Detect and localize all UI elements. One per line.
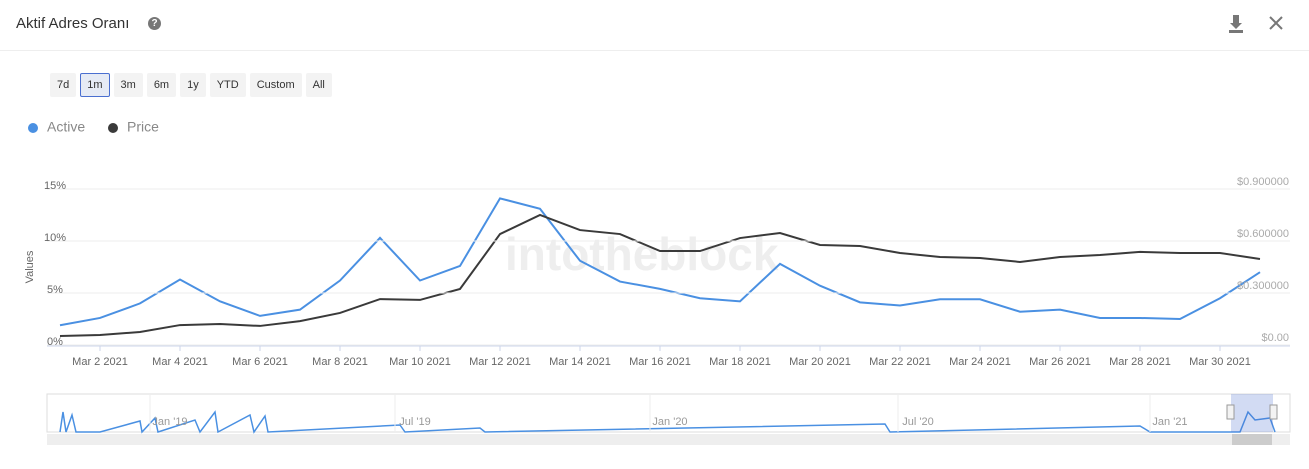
range-button[interactable]: 1m	[80, 73, 110, 97]
range-button[interactable]: 6m	[146, 73, 177, 97]
x-tick-label: Mar 24 2021	[949, 356, 1011, 368]
fullscreen-icon[interactable]	[1269, 16, 1283, 30]
range-button[interactable]: All	[305, 73, 332, 97]
legend-marker	[108, 123, 118, 133]
y2-tick-label: $0.300000	[1237, 280, 1289, 292]
x-tick-label: Mar 26 2021	[1029, 356, 1091, 368]
navigator[interactable]	[46, 393, 1291, 433]
navigator-handle[interactable]	[1269, 404, 1278, 420]
x-tick-label: Mar 10 2021	[389, 356, 451, 368]
navigator-selection[interactable]	[1231, 394, 1273, 432]
x-tick-label: Mar 2 2021	[72, 356, 128, 368]
scrollbar-thumb[interactable]	[1232, 434, 1272, 445]
navigator-label: Jul '19	[399, 416, 430, 428]
range-button[interactable]: Custom	[249, 73, 302, 97]
watermark: intotheblock	[505, 228, 779, 280]
x-tick-label: Mar 30 2021	[1189, 356, 1251, 368]
series-line	[59, 197, 1261, 327]
navigator-label: Jan '19	[152, 416, 187, 428]
navigator-label: Jan '20	[652, 416, 687, 428]
x-tick-label: Mar 22 2021	[869, 356, 931, 368]
y-axis-label: Values	[24, 250, 36, 283]
y-tick-label: 15%	[44, 180, 66, 192]
legend-label: Price	[127, 119, 159, 135]
x-tick-label: Mar 28 2021	[1109, 356, 1171, 368]
scrollbar[interactable]	[47, 434, 1290, 445]
x-tick-label: Mar 8 2021	[312, 356, 368, 368]
x-tick-label: Mar 16 2021	[629, 356, 691, 368]
x-tick-label: Mar 4 2021	[152, 356, 208, 368]
help-icon[interactable]: ?	[148, 17, 161, 30]
y-tick-label: 5%	[47, 284, 63, 296]
range-button[interactable]: YTD	[209, 73, 246, 97]
legend-label: Active	[47, 119, 85, 135]
x-tick-label: Mar 14 2021	[549, 356, 611, 368]
series-line	[59, 213, 1261, 337]
range-button[interactable]: 3m	[113, 73, 143, 97]
y-tick-label: 0%	[47, 336, 63, 348]
divider	[0, 50, 1309, 51]
x-tick-label: Mar 12 2021	[469, 356, 531, 368]
y-tick-label: 10%	[44, 232, 66, 244]
navigator-label: Jul '20	[902, 416, 933, 428]
x-tick-label: Mar 6 2021	[232, 356, 288, 368]
navigator-label: Jan '21	[1152, 416, 1187, 428]
y2-tick-label: $0.600000	[1237, 228, 1289, 240]
toolbar	[1229, 15, 1283, 33]
range-button[interactable]: 7d	[50, 73, 77, 97]
y2-tick-label: $0.00	[1261, 332, 1289, 344]
title: Aktif Adres Oranı	[16, 15, 130, 32]
x-tick-label: Mar 18 2021	[709, 356, 771, 368]
range-buttons: 7d 1m 3m 6m 1y YTD Custom All	[50, 73, 332, 97]
x-tick-label: Mar 20 2021	[789, 356, 851, 368]
y2-tick-label: $0.900000	[1237, 176, 1289, 188]
navigator-handle[interactable]	[1226, 404, 1235, 420]
legend-marker	[28, 123, 38, 133]
range-button[interactable]: 1y	[180, 73, 206, 97]
download-icon[interactable]	[1229, 15, 1243, 33]
